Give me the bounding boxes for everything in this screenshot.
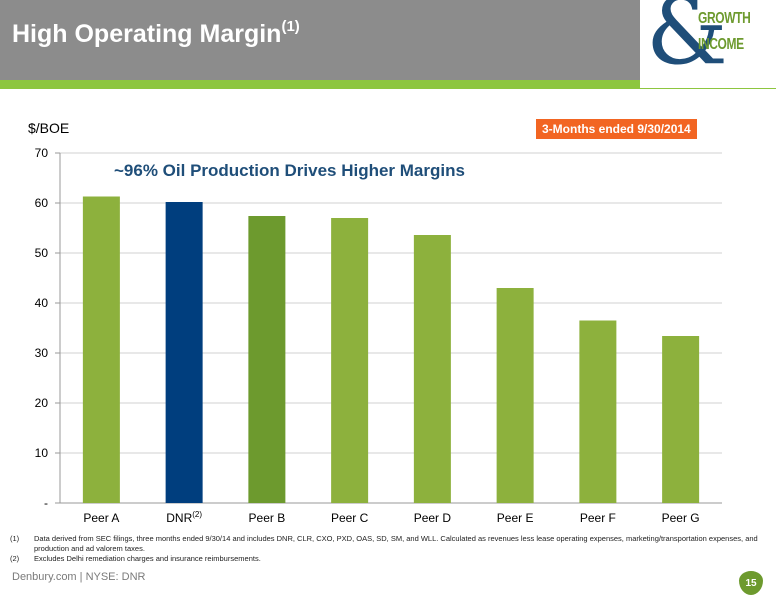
footer-site-ticker: Denbury.com | NYSE: DNR [12,571,146,583]
bar-peer-a [82,196,120,503]
y-axis-unit-label: $/BOE [28,120,70,136]
y-tick-label: 50 [35,246,49,260]
page-number-badge: 15 [739,571,763,595]
header-accent-stripe [0,80,776,89]
x-tick-label: DNR(2) [166,510,202,525]
bar-peer-e [496,288,534,503]
footnote-1-text: Data derived from SEC filings, three mon… [34,534,758,553]
footnote-1-number: (1) [10,534,20,543]
period-badge: 3-Months ended 9/30/2014 [536,119,697,139]
bar-peer-b [248,216,286,503]
x-tick-label: Peer D [414,511,452,525]
x-tick-label: Peer E [497,511,534,525]
footnotes: (1) Data derived from SEC filings, three… [10,534,760,564]
logo-text-growth: GROWTH [698,10,751,27]
y-tick-label: - [44,496,48,510]
footnote-2: (2) Excludes Delhi remediation charges a… [10,554,760,564]
x-tick-label: Peer G [662,511,700,525]
operating-margin-bar-chart: - 10 20 30 40 50 60 70 Peer A DNR(2) Peer B Peer C P… [35,146,722,525]
page-title: High Operating Margin(1) [12,18,300,48]
footnote-2-number: (2) [10,554,20,563]
x-tick-label: Peer F [580,511,616,525]
footnote-2-text: Excludes Delhi remediation charges and i… [34,554,261,563]
y-tick-label: 40 [35,296,49,310]
logo-ampersand: & [646,0,728,85]
x-tick-footnote-ref: (2) [192,510,202,519]
footnote-1: (1) Data derived from SEC filings, three… [10,534,760,554]
y-tick-label: 20 [35,396,49,410]
bar-peer-f [579,320,617,503]
x-tick-label: Peer C [331,511,369,525]
chart-subtitle: ~96% Oil Production Drives Higher Margin… [114,161,465,180]
x-tick-label: Peer B [249,511,286,525]
bar-peer-d [413,235,451,503]
y-tick-label: 10 [35,446,49,460]
growth-income-logo: & GROWTH INCOME [640,0,776,88]
bar-dnr [165,202,203,503]
bar-peer-g [662,336,700,503]
y-tick-label: 30 [35,346,49,360]
logo-text-income: INCOME [698,36,744,53]
title-footnote-ref: (1) [281,18,300,35]
y-tick-label: 60 [35,196,49,210]
x-tick-label: Peer A [83,511,119,525]
y-tick-label: 70 [35,146,49,160]
bar-peer-c [331,218,369,503]
